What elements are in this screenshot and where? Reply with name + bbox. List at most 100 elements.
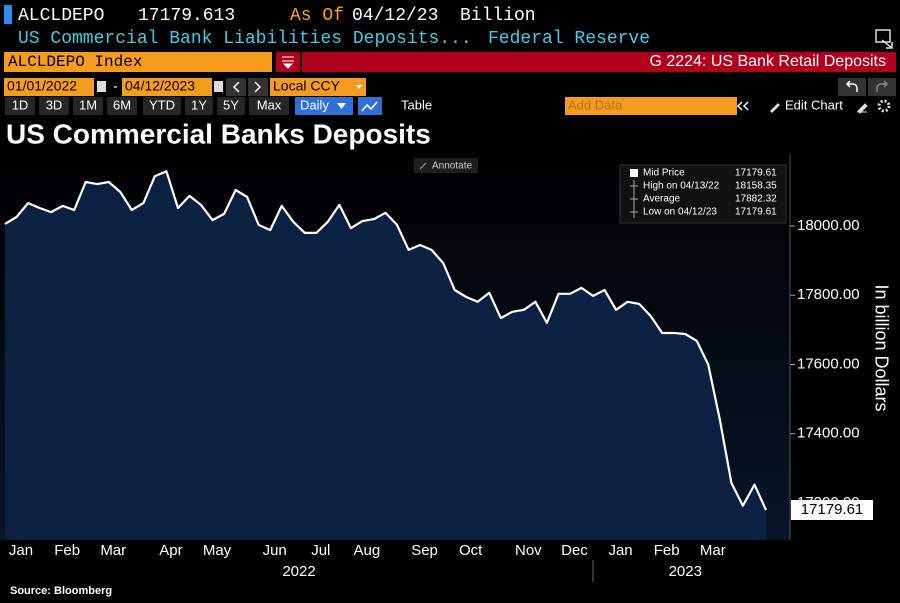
redo-button[interactable] xyxy=(868,78,896,96)
end-date-field[interactable] xyxy=(122,78,212,96)
last-value-box xyxy=(791,500,873,521)
range-button[interactable] xyxy=(185,97,213,115)
frequency: Daily xyxy=(300,97,329,112)
x-tick-label: Feb xyxy=(54,542,80,559)
as-of-date: 04/12/23 xyxy=(352,6,438,26)
date-separator: - xyxy=(113,78,118,94)
legend-value: 17179.61 xyxy=(735,168,777,179)
units: Billion xyxy=(460,6,536,26)
series-line xyxy=(4,170,768,511)
area-fill xyxy=(5,171,766,541)
range-label: 5Y xyxy=(223,97,239,112)
legend-stat-marks xyxy=(630,180,638,218)
add-data: Add Data xyxy=(568,97,623,112)
x-tick-label: Jun xyxy=(263,542,287,559)
x-tick-label: Dec xyxy=(561,542,588,559)
legend-stat-value: 18158.35 xyxy=(735,181,777,192)
chart-type-button[interactable] xyxy=(358,97,382,115)
y-tick-label: 17600.00 xyxy=(797,355,860,372)
range-button[interactable] xyxy=(217,97,245,115)
start-date: 01/01/2022 xyxy=(7,78,77,94)
legend-swatch xyxy=(630,169,638,177)
menu-icon xyxy=(282,56,294,69)
range-button[interactable] xyxy=(143,97,181,115)
x-tick-label: May xyxy=(203,542,232,559)
x-tick-label: Jul xyxy=(311,542,330,559)
x-tick-label: Oct xyxy=(459,542,483,559)
next-button[interactable] xyxy=(248,78,268,96)
security-menu[interactable] xyxy=(276,52,300,72)
range-label: 1Y xyxy=(191,97,207,112)
x-tick-label: Aug xyxy=(354,542,381,559)
calendar-icon[interactable] xyxy=(97,81,106,92)
range-label: YTD xyxy=(149,97,175,112)
undo-button[interactable] xyxy=(838,78,866,96)
add-data-field[interactable] xyxy=(565,97,737,115)
legend-stat-label: Average xyxy=(643,194,681,205)
security-field[interactable] xyxy=(4,52,272,72)
legend-box xyxy=(619,164,787,224)
function-bar xyxy=(302,52,896,72)
x-tick-label: Mar xyxy=(100,542,126,559)
collapse-icon[interactable] xyxy=(736,101,749,111)
range-button[interactable] xyxy=(5,97,35,115)
x-tick-label: Jan xyxy=(9,542,33,559)
source: Source: Bloomberg xyxy=(10,585,112,597)
range-button[interactable] xyxy=(249,97,289,115)
table-button[interactable]: Table xyxy=(401,97,432,112)
description: US Commercial Bank Liabilities Deposits.… xyxy=(18,29,472,49)
redo-icon xyxy=(876,80,889,92)
chart-icon xyxy=(361,101,378,112)
next-icon xyxy=(254,81,262,93)
range-label: 1D xyxy=(12,97,29,112)
security: ALCLDEPO Index xyxy=(8,53,142,71)
ticker: ALCLDEPO xyxy=(18,6,104,26)
x-tick-label: Mar xyxy=(700,542,726,559)
dropdown-icon xyxy=(337,103,346,109)
range-label: 3D xyxy=(46,97,63,112)
range-label: Max xyxy=(257,97,282,112)
y-tick-label: 17800.00 xyxy=(797,286,860,303)
annotate: Annotate xyxy=(432,161,472,172)
settings-icon[interactable] xyxy=(877,99,891,113)
prev-icon xyxy=(232,81,240,93)
x-group-label: 2023 xyxy=(669,563,702,580)
last-price: 17179.613 xyxy=(138,6,235,26)
range-button[interactable] xyxy=(73,97,103,115)
x-tick-label: Feb xyxy=(654,542,680,559)
legend-stat-value: 17882.32 xyxy=(735,194,777,205)
y-tick-label: 18000.00 xyxy=(797,217,860,234)
currency-field[interactable] xyxy=(270,78,366,96)
range-button[interactable] xyxy=(39,97,69,115)
legend-label: Mid Price xyxy=(643,168,685,179)
last-value-label: 17179.61 xyxy=(801,501,864,518)
x-tick-label: Jan xyxy=(608,542,632,559)
start-date-field[interactable] xyxy=(4,78,94,96)
frequency-button[interactable] xyxy=(295,97,353,115)
y-tick-label: 17400.00 xyxy=(797,425,860,442)
y-axis-label: In billion Dollars xyxy=(871,284,891,411)
currency: Local CCY xyxy=(273,78,341,94)
edit-icon[interactable] xyxy=(857,103,868,114)
dropdown-icon xyxy=(356,85,362,89)
legend-stat-value: 17179.61 xyxy=(735,207,777,218)
undo-icon xyxy=(845,80,858,92)
range-label: 1M xyxy=(79,97,97,112)
legend-stat-label: High on 04/13/22 xyxy=(643,181,720,192)
edit-chart-button[interactable]: Edit Chart xyxy=(785,97,843,112)
calendar-icon[interactable] xyxy=(214,81,223,92)
x-tick-label: Apr xyxy=(159,542,182,559)
x-tick-label: Nov xyxy=(515,542,542,559)
x-group-label: 2022 xyxy=(282,563,315,580)
x-tick-label: Sep xyxy=(411,542,438,559)
prev-button[interactable] xyxy=(226,78,246,96)
function-name: G 2224: US Bank Retail Deposits xyxy=(649,53,886,70)
ticker-marker xyxy=(4,5,12,24)
pencil-icon xyxy=(770,103,780,113)
annotate-button[interactable] xyxy=(414,158,478,173)
annotate-icon xyxy=(419,162,427,170)
popout-icon[interactable] xyxy=(875,29,893,49)
range-button[interactable] xyxy=(107,97,137,115)
end-date: 04/12/2023 xyxy=(125,78,195,94)
